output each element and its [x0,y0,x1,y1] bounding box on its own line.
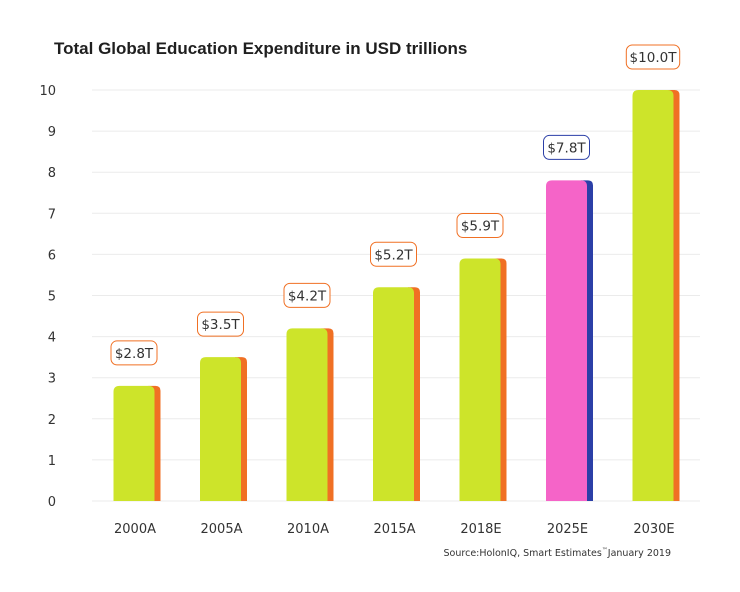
bar-2015A [373,287,420,501]
data-labels: $2.8T $3.5T $4.2T $5.2T $5.9T $7.8T $10.0T [110,44,681,366]
y-tick-1: 1 [48,454,56,469]
x-tick-2005A: 2005A [201,522,243,537]
data-label-2025E: $7.8T [543,134,590,160]
bar-face-2015A [373,287,414,501]
bar-2000A [113,385,161,501]
y-tick-4: 4 [48,331,56,346]
bar-face-2000A [113,385,155,501]
data-label-text-2015A: $5.2T [374,247,413,263]
source-date: January 2019 [607,548,671,559]
bar-face-2025E [546,180,587,502]
y-tick-10: 10 [39,84,56,99]
data-label-2030E: $10.0T [625,44,681,70]
data-label-text-2030E: $10.0T [630,50,678,66]
bar-2005A [200,357,247,501]
bar-2018E [459,258,507,501]
data-label-2005A: $3.5T [197,311,244,337]
bars [113,90,680,502]
source-note: Source:HolonIQ, Smart Estimates™January … [444,547,671,559]
x-tick-2010A: 2010A [287,522,329,537]
data-label-box-2025E [543,134,590,160]
y-tick-3: 3 [48,372,56,387]
y-tick-9: 9 [48,125,56,140]
x-tick-2030E: 2030E [633,522,674,537]
y-tick-0: 0 [48,495,56,510]
y-tick-2: 2 [48,413,56,428]
bar-face-2018E [459,258,501,501]
data-label-text-2005A: $3.5T [201,317,240,333]
data-label-2018E: $5.9T [456,213,504,239]
data-label-2000A: $2.8T [110,340,158,366]
y-tick-7: 7 [48,207,56,222]
source-tm: ™ [602,547,608,554]
bar-2030E [632,90,680,501]
x-tick-2025E: 2025E [547,522,588,537]
bar-face-2030E [632,90,674,501]
y-axis-ticks: 0 1 2 3 4 5 6 7 8 9 10 [39,84,56,510]
data-label-box-2018E [456,213,504,239]
data-label-2015A: $5.2T [370,241,417,267]
data-label-box-2000A [110,340,158,366]
x-axis-categories: 2000A 2005A 2010A 2015A 2018E 2025E 2030E [114,522,675,537]
data-label-box-2005A [197,311,244,337]
y-tick-5: 5 [48,290,56,305]
bar-2010A [286,328,334,501]
data-label-box-2010A [283,282,331,308]
x-tick-2015A: 2015A [374,522,416,537]
bar-face-2005A [200,357,241,501]
bar-face-2010A [286,328,328,501]
data-label-box-2030E [625,44,681,70]
source-text: Source:HolonIQ, Smart Estimates [444,548,602,559]
data-label-text-2010A: $4.2T [288,288,327,304]
data-label-text-2025E: $7.8T [547,140,586,156]
y-tick-6: 6 [48,248,56,263]
bar-2025E [546,180,593,502]
data-label-2010A: $4.2T [283,282,331,308]
y-tick-8: 8 [48,166,56,181]
x-tick-2018E: 2018E [460,522,501,537]
data-label-text-2000A: $2.8T [115,346,154,362]
data-label-box-2015A [370,241,417,267]
x-tick-2000A: 2000A [114,522,156,537]
chart-title: Total Global Education Expenditure in US… [54,39,467,58]
data-label-text-2018E: $5.9T [461,219,500,235]
